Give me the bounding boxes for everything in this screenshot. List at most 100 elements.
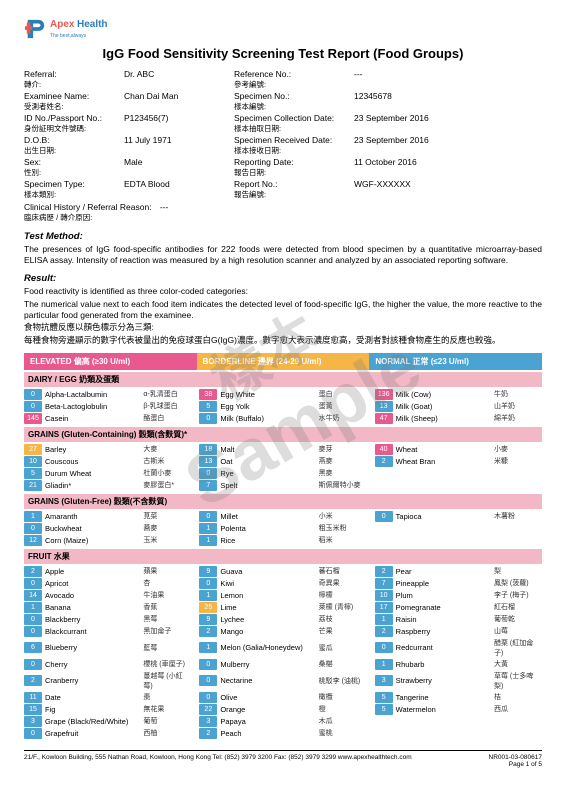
food-value: 0 xyxy=(24,389,42,400)
food-name-en: Plum xyxy=(396,591,494,600)
food-value: 136 xyxy=(375,389,393,400)
food-name-en: Wheat Bran xyxy=(396,457,494,466)
food-name-en: Mulberry xyxy=(220,660,318,669)
food-value: 0 xyxy=(24,578,42,589)
food-value: 7 xyxy=(199,480,217,491)
food-name-en: Gliadin* xyxy=(45,481,143,490)
food-grid: 27Barley大麥18Malt麥芽40Wheat小麥10Couscous古斯米… xyxy=(24,442,542,492)
food-value: 47 xyxy=(375,413,393,424)
food-value: 0 xyxy=(199,692,217,703)
food-name-cn: β-乳球蛋白 xyxy=(143,401,191,411)
footer-ref: NR001-03-080617 xyxy=(489,754,542,761)
food-name-en: Nectarine xyxy=(220,676,318,685)
food-row-empty xyxy=(375,479,542,491)
food-name-en: Millet xyxy=(220,512,318,521)
food-value: 22 xyxy=(199,704,217,715)
food-name-cn: 芒果 xyxy=(319,626,367,636)
food-name-en: Spelt xyxy=(220,481,318,490)
food-name-cn: 蜜桃 xyxy=(319,728,367,738)
food-groups: DAIRY / EGG 奶類及蛋類0Alpha-Lactalbuminα-乳清蛋… xyxy=(24,372,542,740)
food-name-cn: 葡萄 xyxy=(143,716,191,726)
food-value: 0 xyxy=(199,413,217,424)
food-name-cn: 蘋果 xyxy=(143,566,191,576)
food-row: 10Plum李子 (梅子) xyxy=(375,589,542,601)
food-name-en: Lychee xyxy=(220,615,318,624)
food-row: 0Blackberry黑莓 xyxy=(24,613,191,625)
food-name-cn: 草莓 (士多啤梨) xyxy=(494,671,542,691)
food-row: 0Beta-Lactoglobulinβ-乳球蛋白 xyxy=(24,400,191,412)
food-row: 1Rhubarb大黃 xyxy=(375,658,542,670)
food-name-en: Watermelon xyxy=(396,705,494,714)
food-name-cn: 小米 xyxy=(319,511,367,521)
food-value: 2 xyxy=(375,456,393,467)
food-row-empty xyxy=(375,467,542,479)
food-row: 0Mulberry桑椹 xyxy=(199,658,366,670)
food-value: 1 xyxy=(199,523,217,534)
food-name-cn: 蛋白 xyxy=(319,389,367,399)
cat-elevated: ELEVATED 偏高 (≥30 U/ml) xyxy=(24,353,197,370)
food-value: 0 xyxy=(199,659,217,670)
food-value: 25 xyxy=(199,602,217,613)
info-label: ID No./Passport No.:身份証明文件號碼: xyxy=(24,113,124,134)
result-t3: 食物抗體反應以顏色標示分為三類: xyxy=(24,322,542,333)
food-name-cn: 玉米 xyxy=(143,535,191,545)
result-t4: 每種食物旁邊顯示的數字代表被量出的免疫球蛋白G(IgG)濃度。數字愈大表示濃度愈… xyxy=(24,335,542,346)
food-name-en: Lemon xyxy=(220,591,318,600)
food-row: 13Milk (Goat)山羊奶 xyxy=(375,400,542,412)
food-value: 3 xyxy=(375,675,393,686)
food-name-cn: 葡萄乾 xyxy=(494,614,542,624)
info-value: 12345678 xyxy=(354,91,474,112)
food-grid: 0Alpha-Lactalbuminα-乳清蛋白38Egg White蛋白136… xyxy=(24,387,542,425)
food-name-en: Polenta xyxy=(220,524,318,533)
food-name-en: Couscous xyxy=(45,457,143,466)
result-t1: Food reactivity is identified as three c… xyxy=(24,286,542,297)
food-name-cn: 桔 xyxy=(494,692,542,702)
category-bar: ELEVATED 偏高 (≥30 U/ml) BORDERLINE 邊界 (24… xyxy=(24,353,542,370)
food-value: 13 xyxy=(199,456,217,467)
food-name-en: Apple xyxy=(45,567,143,576)
food-name-en: Milk (Buffalo) xyxy=(220,414,318,423)
food-value: 0 xyxy=(375,511,393,522)
food-name-en: Apricot xyxy=(45,579,143,588)
food-value: 0 xyxy=(199,675,217,686)
food-name-en: Amaranth xyxy=(45,512,143,521)
food-value: 6 xyxy=(24,642,42,653)
food-row: 0Grapefruit西柚 xyxy=(24,727,191,739)
info-label: Specimen Received Date:樣本接收日期: xyxy=(234,135,354,156)
food-row: 0Redcurrant醋栗 (紅加侖子) xyxy=(375,637,542,658)
food-row: 1Polenta粗玉米粉 xyxy=(199,522,366,534)
food-row: 14Avocado牛油果 xyxy=(24,589,191,601)
info-value: 11 October 2016 xyxy=(354,157,474,178)
food-row: 7Pineapple鳳梨 (菠蘿) xyxy=(375,577,542,589)
food-name-cn: 酪蛋白 xyxy=(143,413,191,423)
logo-mark xyxy=(24,18,46,40)
food-grid: 2Apple蘋果9Guava蕃石榴2Pear梨0Apricot杏0Kiwi奇異果… xyxy=(24,564,542,740)
food-row: 2Mango芒果 xyxy=(199,625,366,637)
footer-page: Page 1 of 5 xyxy=(509,761,542,768)
food-name-en: Strawberry xyxy=(396,676,494,685)
result-t2: The numerical value next to each food it… xyxy=(24,299,542,320)
food-row-empty xyxy=(375,534,542,546)
food-name-cn: 棗 xyxy=(143,692,191,702)
food-row-empty xyxy=(375,715,542,727)
food-name-en: Lime xyxy=(220,603,318,612)
clin-val: --- xyxy=(160,202,169,212)
food-name-cn: 香蕉 xyxy=(143,602,191,612)
info-value: Chan Dai Man xyxy=(124,91,234,112)
food-row: 0Buckwheat蕎麥 xyxy=(24,522,191,534)
food-value: 1 xyxy=(375,614,393,625)
food-row: 5Egg Yolk蛋黃 xyxy=(199,400,366,412)
food-name-en: Raisin xyxy=(396,615,494,624)
food-name-en: Pineapple xyxy=(396,579,494,588)
food-name-cn: 藍莓 xyxy=(143,643,191,653)
food-name-en: Corn (Maize) xyxy=(45,536,143,545)
food-name-cn: 山莓 xyxy=(494,626,542,636)
food-name-en: Date xyxy=(45,693,143,702)
info-value: 11 July 1971 xyxy=(124,135,234,156)
food-name-en: Redcurrant xyxy=(396,643,494,652)
method-heading: Test Method: xyxy=(24,231,542,242)
food-name-en: Egg White xyxy=(220,390,318,399)
food-name-en: Alpha-Lactalbumin xyxy=(45,390,143,399)
food-name-en: Blueberry xyxy=(45,643,143,652)
food-row: 21Gliadin*麥膠蛋白* xyxy=(24,479,191,491)
